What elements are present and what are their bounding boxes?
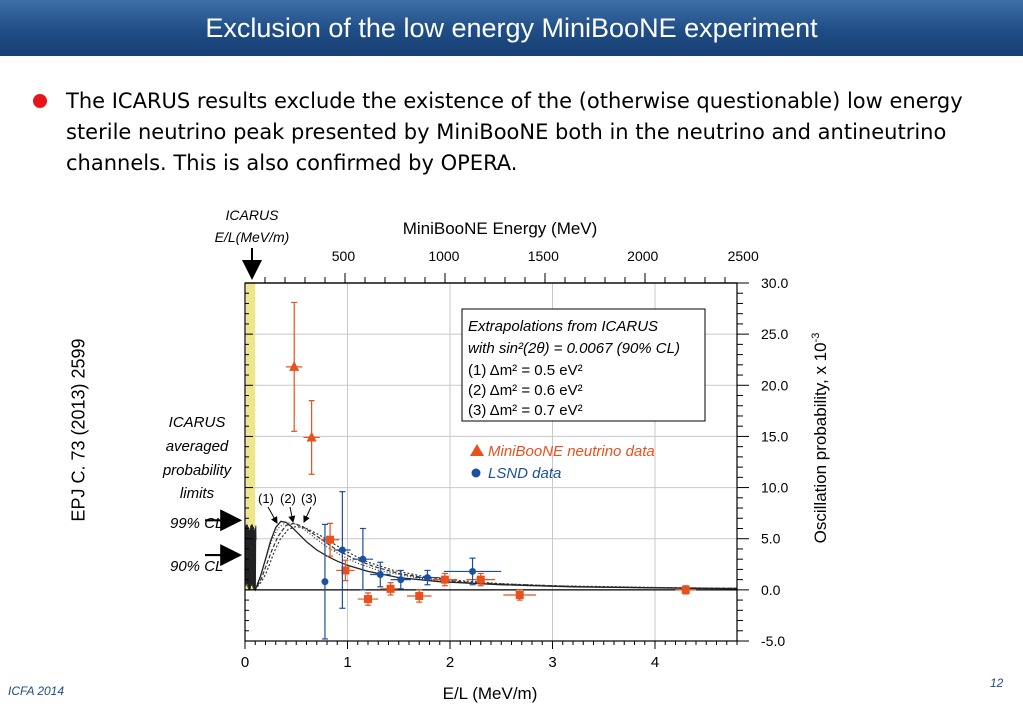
extrapolation-curve (256, 521, 738, 589)
bullet-dot (33, 94, 47, 108)
curve-label-2: (2) (280, 491, 296, 506)
miniboone-neutrino-point (289, 360, 300, 371)
icarus-limits-2: averaged (166, 438, 229, 455)
miniboone-antineutrino-point (681, 585, 690, 594)
y-tick-label: 5.0 (761, 531, 781, 547)
y-tick-label: 10.0 (761, 480, 788, 496)
legend-triangle-marker (470, 444, 484, 456)
slide-title: Exclusion of the low energy MiniBooNE ex… (205, 13, 818, 43)
cl99-label: 99% CL (170, 515, 223, 532)
bullet-text: The ICARUS results exclude the existence… (66, 89, 963, 175)
y-tick-label: 0.0 (761, 582, 781, 598)
miniboone-antineutrino-point (515, 590, 524, 599)
curve-label-1: (1) (258, 491, 274, 506)
cl-arrows (205, 509, 243, 567)
miniboone-antineutrino-point (386, 584, 395, 593)
y-axis-label-group: Oscillation probability, x 10-3 (810, 333, 830, 544)
x-tick-label: 0 (241, 654, 249, 671)
icarus-top-label-2: E/L(MeV/m) (215, 229, 290, 245)
lsnd-point (469, 567, 477, 575)
legend-box (461, 308, 706, 422)
legend-line-4: (2) Δm² = 0.6 eV² (468, 382, 583, 399)
x-axis-label: E/L (MeV/m) (443, 684, 538, 703)
y-tick-label: 25.0 (761, 326, 788, 342)
footer-conference: ICFA 2014 (8, 684, 65, 698)
miniboone-antineutrino-point (364, 595, 372, 604)
lsnd-point (376, 571, 384, 579)
top-tick-label: 2500 (728, 248, 759, 264)
y-axis-label: Oscillation probability, x 10-3 (810, 333, 830, 544)
cl90-label: 90% CL (170, 558, 223, 575)
extrapolation-curve (256, 522, 738, 589)
lsnd-fit-curve (249, 520, 738, 592)
miniboone-antineutrino-point (415, 591, 424, 600)
top-tick-label: 2000 (627, 248, 658, 264)
lsnd-point (338, 546, 346, 554)
legend-circle-marker (471, 468, 481, 478)
data-points (286, 301, 696, 640)
icarus-limits-4: limits (180, 485, 215, 502)
y-tick-label: 15.0 (761, 428, 788, 444)
miniboone-antineutrino-point (476, 575, 485, 584)
curve-arrow-3 (303, 506, 312, 523)
lsnd-point (321, 578, 329, 586)
x-tick-label: 1 (343, 654, 351, 671)
curve-label-3: (3) (301, 491, 317, 506)
title-bar (0, 0, 1023, 56)
miniboone-neutrino-point (306, 431, 317, 442)
lsnd-point (397, 576, 405, 584)
icarus-limit-oscillation (245, 524, 257, 590)
legend-line-3: (1) Δm² = 0.5 eV² (468, 362, 583, 379)
icarus-limits-1: ICARUS (169, 414, 226, 431)
miniboone-antineutrino-point (326, 535, 335, 544)
top-tick-label: 500 (332, 248, 356, 264)
legend-line-2: with sin²(2θ) = 0.0067 (90% CL) (468, 340, 680, 357)
legend-miniboone-label: MiniBooNE neutrino data (488, 443, 655, 460)
y-tick-label: 20.0 (761, 377, 788, 393)
icarus-limits-3: probability (162, 462, 233, 479)
y-tick-label: 30.0 (761, 275, 788, 291)
top-axis-label: MiniBooNE Energy (MeV) (403, 219, 598, 238)
miniboone-antineutrino-point (440, 575, 449, 584)
y-tick-label: -5.0 (761, 633, 785, 649)
legend-lsnd-label: LSND data (488, 465, 561, 482)
page-number: 12 (990, 676, 1004, 690)
curve-arrow-1 (267, 506, 278, 524)
top-tick-label: 1000 (428, 248, 459, 264)
x-tick-label: 3 (548, 654, 556, 671)
lsnd-point (359, 555, 367, 563)
legend-line-5: (3) Δm² = 0.7 eV² (468, 402, 583, 419)
top-tick-label: 1500 (528, 248, 559, 264)
icarus-top-label-1: ICARUS (226, 207, 280, 223)
x-tick-label: 2 (446, 654, 454, 671)
lsnd-point (423, 574, 431, 582)
curve-arrow-2 (288, 506, 296, 523)
x-tick-label: 4 (651, 654, 659, 671)
legend-line-1: Extrapolations from ICARUS (468, 318, 658, 335)
extrapolation-curves (245, 520, 738, 592)
miniboone-antineutrino-point (341, 566, 350, 575)
